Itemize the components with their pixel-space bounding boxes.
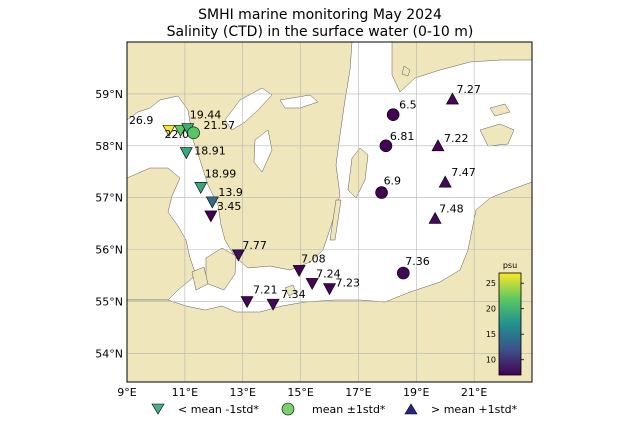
station-value-label: 19.44	[190, 109, 222, 122]
land-funen	[191, 266, 209, 291]
station-value-label: 7.48	[439, 202, 464, 215]
land-saaremaa	[479, 123, 515, 147]
station-marker-below	[179, 147, 193, 160]
station-marker-below	[174, 124, 188, 137]
colorbar-unit: psu	[503, 261, 517, 270]
station-value-label: 7.08	[301, 252, 326, 265]
station-value-label: 6.9	[384, 175, 402, 188]
colorbar-tick-label: 15	[486, 330, 496, 339]
station-value-label: 7.22	[444, 132, 469, 145]
station-value-label: 7.34	[281, 288, 306, 301]
lon-tick-label: 19°E	[403, 386, 429, 399]
map-frame	[126, 41, 533, 383]
lat-tick-label: 54°N	[95, 347, 123, 360]
lon-tick-label: 9°E	[117, 386, 136, 399]
station-marker-below	[194, 182, 208, 194]
station-value-label: 7.36	[405, 255, 430, 268]
legend-above-marker	[404, 403, 418, 415]
colorbar: psu 25 20 15 10	[486, 261, 524, 376]
lat-tick-label: 59°N	[95, 88, 123, 101]
land-gotland	[347, 147, 369, 199]
lake-malaren	[279, 94, 319, 109]
station-marker-above	[428, 211, 442, 224]
station-value-label: 18.99	[205, 167, 237, 180]
lon-tick-label: 17°E	[345, 386, 371, 399]
colorbar-tick-label: 10	[486, 356, 496, 365]
grid-lines	[127, 42, 532, 382]
legend-below-marker	[151, 403, 165, 415]
map-panel: 26.922.0719.4421.5718.9118.9913.93.457.7…	[127, 42, 532, 382]
station-value-label: 7.23	[336, 277, 361, 290]
land-oland	[329, 199, 342, 241]
lake-vattern	[253, 129, 273, 173]
lon-tick-label: 11°E	[172, 386, 198, 399]
colorbar-tick-label: 20	[486, 305, 496, 314]
station-marker-below	[162, 124, 176, 137]
station-marker-below	[204, 210, 218, 223]
axis-ticks: 9°E 11°E 13°E 15°E 17°E 19°E 21°E 59°N 58°N 57°N 5…	[95, 88, 487, 399]
colorbar-ticks: 25 20 15 10	[486, 279, 524, 365]
lake-vanern	[224, 87, 273, 131]
land-bornholm	[284, 284, 297, 297]
station-layer: 26.922.0719.4421.5718.9118.9913.93.457.7…	[129, 83, 481, 311]
station-marker-mean	[375, 186, 388, 199]
station-value-label: 21.57	[204, 119, 236, 132]
legend-mean-marker	[281, 402, 295, 416]
land-island-upper	[401, 65, 411, 77]
station-marker-mean	[386, 108, 400, 121]
colorbar-tick-label: 25	[486, 279, 496, 288]
station-marker-below	[205, 196, 219, 209]
station-marker-mean	[379, 139, 393, 153]
lon-tick-label: 21°E	[461, 386, 487, 399]
station-marker-below	[292, 265, 306, 278]
map-subtitle: Salinity (CTD) in the surface water (0-1…	[166, 24, 474, 40]
land-jutland	[127, 167, 197, 301]
station-value-label: 7.24	[316, 267, 341, 280]
station-value-label: 6.81	[390, 130, 415, 143]
lon-tick-label: 13°E	[229, 386, 255, 399]
station-value-label: 6.5	[399, 99, 417, 112]
station-marker-below	[231, 249, 245, 262]
legend-mean-label: mean ±1std*	[312, 403, 386, 416]
station-marker-above	[445, 92, 459, 105]
station-marker-above	[431, 139, 445, 152]
station-marker-above	[438, 175, 452, 188]
station-marker-below	[322, 283, 337, 296]
land-hiiumaa	[489, 103, 511, 117]
lat-tick-label: 57°N	[95, 192, 123, 205]
station-marker-below	[305, 278, 319, 291]
lat-tick-label: 55°N	[95, 296, 123, 309]
station-value-label: 7.27	[456, 83, 481, 96]
colorbar-bar	[498, 272, 522, 376]
station-marker-below	[266, 298, 280, 311]
map-title: SMHI marine monitoring May 2024	[198, 7, 442, 23]
lat-tick-label: 56°N	[95, 244, 123, 257]
land-south-coast	[127, 181, 532, 382]
legend-above-label: > mean +1std*	[431, 403, 518, 416]
station-marker-mean	[396, 266, 410, 280]
station-marker-below	[240, 296, 254, 309]
station-value-label: 3.45	[217, 200, 242, 213]
station-value-label: 13.9	[218, 186, 243, 199]
legend-below-label: < mean -1std*	[178, 403, 259, 416]
land-finland	[391, 42, 532, 93]
station-value-label: 7.21	[253, 284, 278, 297]
station-marker-mean	[187, 126, 200, 140]
lat-tick-label: 58°N	[95, 140, 123, 153]
station-value-label: 26.9	[129, 114, 154, 127]
station-value-label: 7.77	[242, 239, 267, 252]
station-value-label: 7.47	[451, 166, 476, 179]
lon-tick-label: 15°E	[287, 386, 313, 399]
station-value-label: 18.91	[194, 145, 226, 158]
legend: < mean -1std* mean ±1std* > mean +1std*	[151, 402, 518, 416]
